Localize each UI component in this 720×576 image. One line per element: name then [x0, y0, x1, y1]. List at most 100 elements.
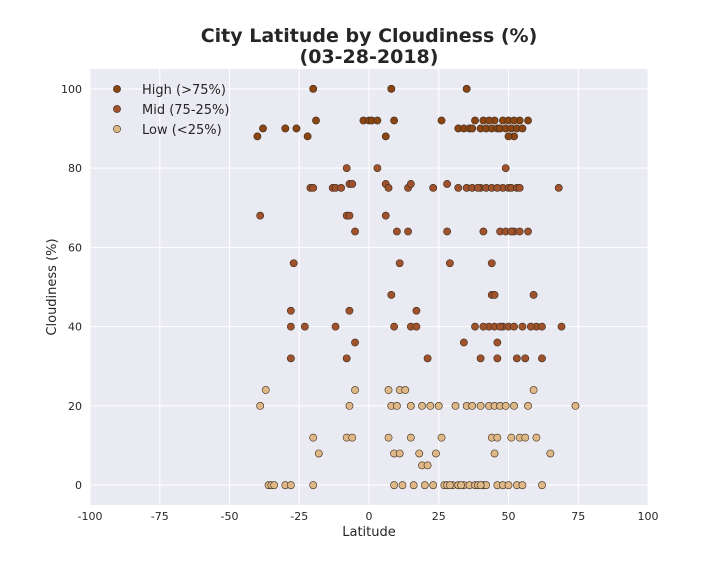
data-point	[373, 164, 382, 172]
data-point	[387, 291, 396, 299]
data-point	[524, 116, 532, 125]
data-point	[510, 322, 518, 331]
grid-lines	[89, 69, 649, 505]
x-tick-label: 0	[366, 510, 373, 523]
y-axis-label: Cloudiness (%)	[45, 238, 60, 335]
data-point	[510, 116, 518, 125]
legend-label: Low (<25%)	[142, 123, 222, 138]
data-point	[300, 322, 309, 331]
y-tick-label: 20	[68, 400, 82, 413]
data-point	[331, 322, 340, 331]
data-point	[432, 449, 440, 458]
data-point	[423, 354, 432, 363]
data-point	[286, 354, 295, 363]
data-point	[420, 481, 429, 490]
data-point	[501, 402, 510, 410]
data-point	[538, 354, 546, 363]
x-tick-label: 100	[638, 510, 659, 523]
legend-marker	[113, 125, 121, 133]
data-point	[412, 306, 421, 315]
data-point	[462, 84, 471, 93]
data-point	[538, 322, 546, 331]
x-tick-label: -100	[78, 510, 103, 523]
x-tick-label: -25	[290, 510, 308, 523]
data-point	[510, 402, 518, 410]
data-point	[351, 227, 359, 236]
data-point	[446, 481, 454, 490]
data-point	[512, 354, 521, 363]
data-point	[345, 306, 354, 315]
data-point	[351, 338, 359, 347]
data-point	[546, 449, 555, 458]
data-point	[309, 184, 318, 192]
data-point	[348, 180, 357, 188]
legend-label: Mid (75-25%)	[142, 103, 229, 118]
data-point	[443, 227, 452, 236]
data-point	[392, 402, 401, 410]
x-tick-label: -75	[151, 510, 169, 523]
data-point	[493, 338, 502, 347]
data-point	[459, 338, 468, 347]
data-point	[387, 84, 396, 93]
data-point	[292, 124, 301, 133]
data-point	[406, 180, 415, 188]
data-point	[493, 184, 502, 192]
data-point	[554, 184, 563, 192]
legend-marker	[113, 105, 121, 113]
data-point	[479, 322, 488, 331]
data-point	[476, 402, 485, 410]
data-point	[384, 184, 393, 192]
data-point	[490, 449, 499, 458]
data-point	[373, 116, 382, 125]
data-point	[409, 481, 418, 490]
data-point	[501, 164, 510, 172]
y-tick-label: 40	[68, 321, 82, 334]
data-point	[468, 124, 477, 133]
data-point	[538, 481, 546, 490]
data-point	[571, 402, 580, 410]
data-point	[446, 259, 454, 268]
data-point	[437, 116, 446, 125]
data-point	[342, 354, 351, 363]
data-point	[342, 164, 351, 172]
data-point	[406, 433, 415, 442]
data-point	[471, 116, 479, 125]
data-point	[309, 84, 318, 93]
data-point	[423, 461, 432, 470]
x-tick-label: -50	[221, 510, 239, 523]
data-point	[384, 386, 393, 394]
data-point	[524, 402, 532, 410]
data-point	[303, 132, 312, 141]
data-point	[429, 481, 438, 490]
series-0	[253, 84, 532, 141]
data-point	[454, 184, 463, 192]
data-point	[415, 449, 424, 458]
x-tick-labels: -100 -75 -50 -25 0 25 50 75 100	[78, 510, 659, 523]
data-point	[381, 132, 390, 141]
data-point	[443, 180, 452, 188]
data-point	[557, 322, 566, 331]
y-tick-label: 60	[68, 241, 82, 254]
data-point	[496, 322, 505, 331]
data-points	[253, 84, 580, 490]
data-point	[256, 402, 265, 410]
data-point	[468, 402, 477, 410]
data-point	[286, 322, 295, 331]
data-point	[351, 386, 359, 394]
data-point	[392, 227, 401, 236]
data-point	[515, 184, 524, 192]
data-point	[401, 386, 410, 394]
data-point	[418, 402, 426, 410]
x-tick-label: 75	[571, 510, 585, 523]
data-point	[471, 322, 479, 331]
data-point	[390, 322, 399, 331]
data-point	[490, 291, 499, 299]
data-point	[398, 481, 407, 490]
data-point	[345, 211, 354, 220]
chart-title: City Latitude by Cloudiness (%)	[201, 25, 538, 47]
x-tick-label: 50	[502, 510, 516, 523]
data-point	[507, 433, 516, 442]
data-point	[259, 124, 267, 133]
